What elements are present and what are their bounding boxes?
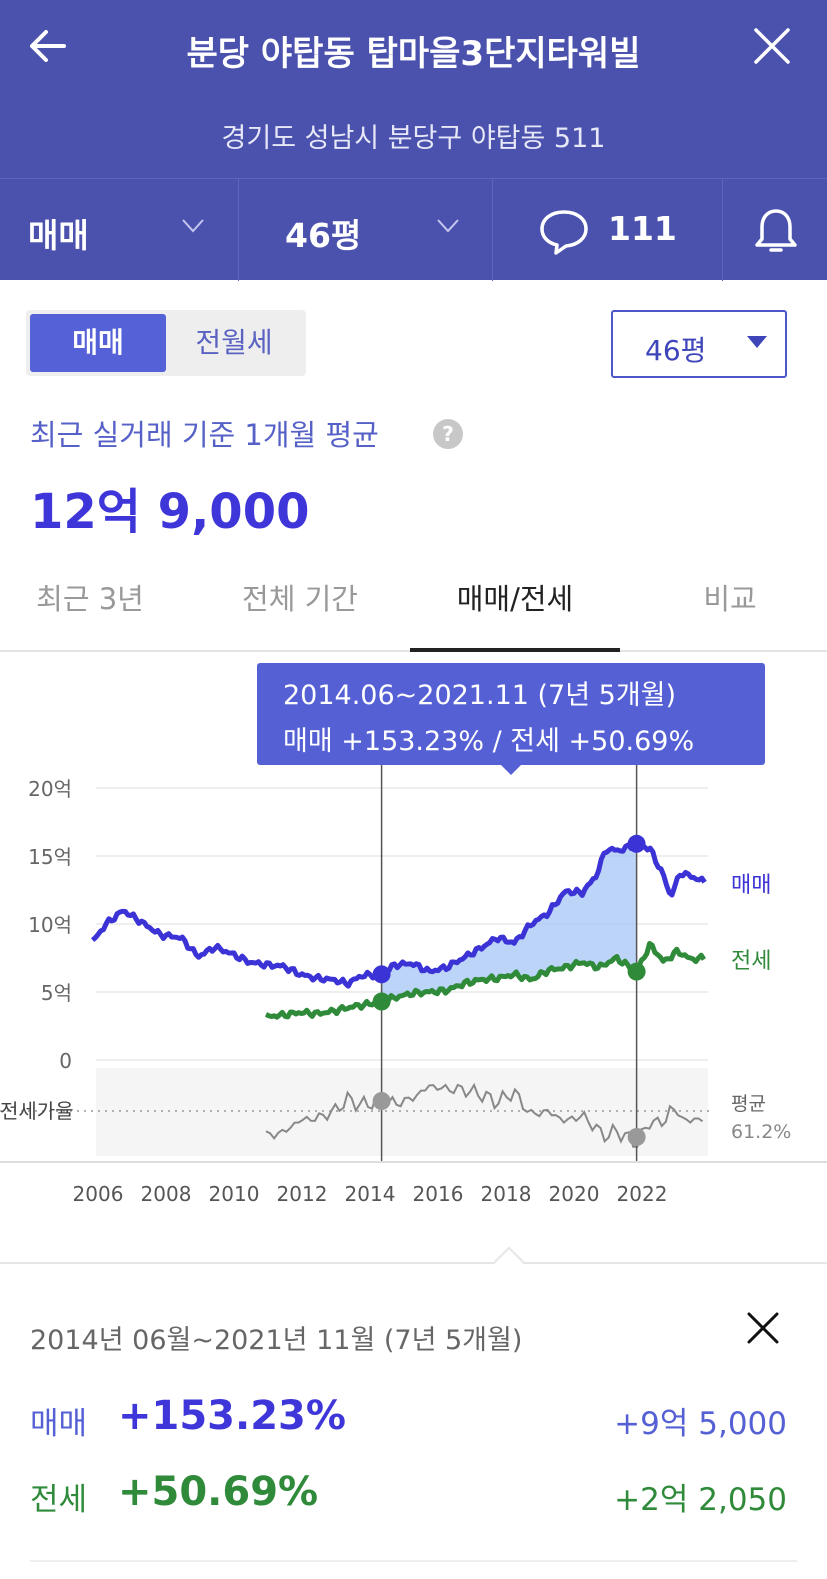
ratio-label: 전세가율 — [0, 1099, 74, 1123]
divider-notch — [493, 1246, 525, 1278]
ratio-point-marker — [372, 1092, 391, 1110]
result-period: 2014년 06월~2021년 11월 (7년 5개월) — [30, 1325, 523, 1356]
chevron-down-icon — [182, 219, 204, 233]
header: 분당 야탑동 탑마을3단지타워빌 경기도 성남시 분당구 야탑동 511 매매 … — [0, 0, 827, 281]
help-icon[interactable]: ? — [433, 419, 463, 449]
selector-bar: 매매 46평 111 — [0, 178, 827, 281]
toggle-rent[interactable]: 전월세 — [195, 326, 273, 359]
toggle-sale[interactable]: 매매 — [30, 314, 166, 372]
jeonse-point-marker — [627, 962, 646, 981]
x-tick-label: 2018 — [481, 1182, 532, 1206]
sale-point-marker — [627, 834, 646, 853]
chevron-down-icon — [437, 219, 459, 233]
x-tick-label: 2014 — [345, 1182, 396, 1206]
y-tick-label: 5억 — [41, 981, 72, 1005]
y-tick-label: 0 — [59, 1049, 72, 1073]
section-divider — [0, 1262, 827, 1264]
page-title: 분당 야탑동 탑마을3단지타워빌 — [186, 34, 641, 74]
ratio-panel-bg — [96, 1068, 708, 1156]
jeonse-result-amount: +2억 2,050 — [614, 1482, 787, 1518]
trade-type-label: 매매 — [28, 216, 89, 255]
bottom-divider — [30, 1560, 797, 1562]
tab-sale-jeonse[interactable]: 매매/전세 — [410, 576, 620, 652]
trade-toggle: 매매 전월세 — [26, 310, 306, 376]
sale-result-label: 매매 — [30, 1406, 88, 1442]
x-tick-label: 2022 — [617, 1182, 668, 1206]
tab-recent-3-years[interactable]: 최근 3년 — [36, 582, 144, 616]
close-icon[interactable] — [745, 1310, 781, 1346]
speech-bubble-icon — [540, 210, 588, 255]
bell-icon — [755, 209, 797, 252]
size-dropdown[interactable]: 46평 — [611, 310, 787, 378]
trade-type-selector[interactable]: 매매 — [0, 179, 239, 281]
sale-line — [90, 839, 707, 989]
x-tick-label: 2010 — [209, 1182, 260, 1206]
notification-button[interactable] — [723, 179, 827, 281]
y-tick-label: 10억 — [28, 913, 72, 937]
tab-compare[interactable]: 비교 — [703, 582, 757, 616]
sale-result-amount: +9억 5,000 — [614, 1406, 787, 1442]
back-arrow-icon[interactable] — [24, 22, 72, 70]
x-tick-label: 2008 — [141, 1182, 192, 1206]
comment-count: 111 — [608, 209, 677, 248]
x-tick-label: 2012 — [277, 1182, 328, 1206]
y-tick-label: 15억 — [28, 845, 72, 869]
period-tabs: 최근 3년 전체 기간 매매/전세 비교 — [0, 560, 827, 652]
close-icon[interactable] — [750, 24, 794, 68]
jeonse-result-percent: +50.69% — [118, 1469, 319, 1515]
x-tick-label: 2020 — [549, 1182, 600, 1206]
x-tick-label: 2006 — [73, 1182, 124, 1206]
jeonse-point-marker — [372, 992, 391, 1011]
ratio-point-marker — [627, 1128, 646, 1146]
sale-series-label: 매매 — [731, 873, 771, 898]
tooltip-change: 매매 +153.23% / 전세 +50.69% — [283, 726, 695, 757]
tooltip-arrow — [499, 763, 523, 775]
comments-button[interactable]: 111 — [493, 179, 723, 281]
selection-tooltip: 2014.06~2021.11 (7년 5개월) 매매 +153.23% / 전… — [257, 663, 765, 775]
jeonse-series-label: 전세 — [731, 949, 771, 974]
tab-all-period[interactable]: 전체 기간 — [242, 582, 358, 616]
size-selector[interactable]: 46평 — [239, 179, 493, 281]
sale-result-percent: +153.23% — [118, 1393, 346, 1439]
jeonse-result-label: 전세 — [30, 1482, 88, 1518]
tooltip-period: 2014.06~2021.11 (7년 5개월) — [283, 680, 677, 711]
dropdown-triangle-icon — [747, 336, 767, 348]
average-label: 최근 실거래 기준 1개월 평균 — [30, 418, 379, 452]
ratio-average-value: 61.2% — [731, 1121, 791, 1143]
size-dropdown-value: 46평 — [645, 334, 707, 367]
y-tick-label: 20억 — [28, 777, 72, 801]
x-tick-label: 2016 — [413, 1182, 464, 1206]
size-label: 46평 — [285, 216, 362, 255]
address: 경기도 성남시 분당구 야탑동 511 — [221, 123, 606, 154]
average-price: 12억 9,000 — [30, 484, 310, 540]
sale-point-marker — [372, 965, 391, 984]
ratio-average-label: 평균 — [731, 1093, 766, 1115]
